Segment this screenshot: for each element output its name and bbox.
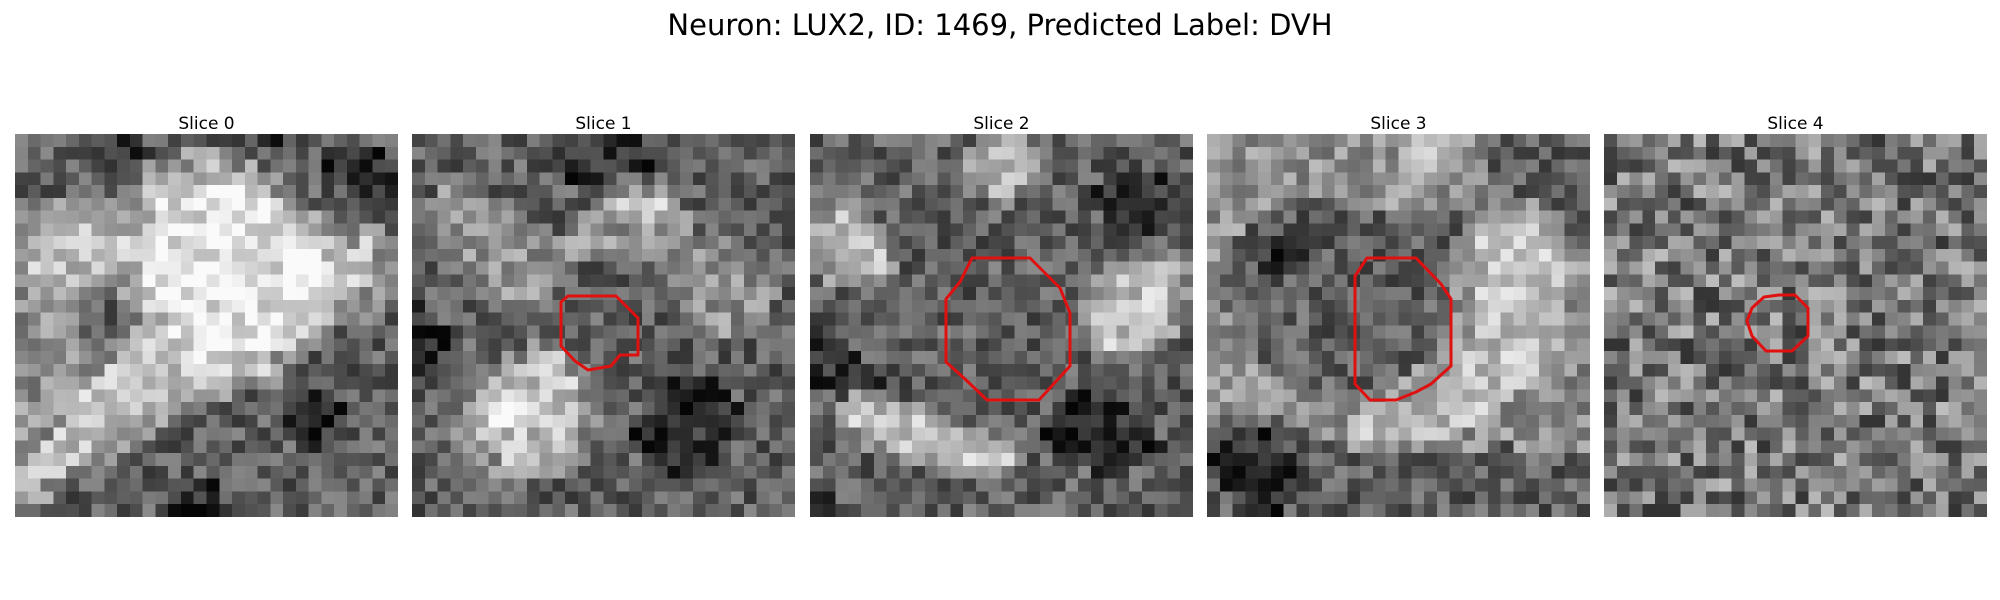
- slice-panel-1: Slice 1: [412, 114, 795, 517]
- figure-title: Neuron: LUX2, ID: 1469, Predicted Label:…: [667, 8, 1333, 42]
- slice-panel-2: Slice 2: [810, 114, 1193, 517]
- slice-image: [1207, 134, 1590, 517]
- slice-title: Slice 2: [973, 114, 1030, 134]
- roi-contour: [944, 256, 1072, 402]
- slice-title: Slice 0: [178, 114, 235, 134]
- slice-title: Slice 3: [1370, 114, 1427, 134]
- slice-image: [15, 134, 398, 517]
- slice-panel-0: Slice 0: [15, 114, 398, 517]
- slice-panel-3: Slice 3: [1207, 114, 1590, 517]
- roi-contour: [1745, 293, 1810, 353]
- slice-title: Slice 1: [575, 114, 632, 134]
- slice-image: [412, 134, 795, 517]
- roi-contour: [559, 294, 640, 372]
- slice-image: [1604, 134, 1987, 517]
- slice-panel-4: Slice 4: [1604, 114, 1987, 517]
- roi-contour: [1353, 256, 1453, 402]
- slice-image: [810, 134, 1193, 517]
- slice-title: Slice 4: [1767, 114, 1824, 134]
